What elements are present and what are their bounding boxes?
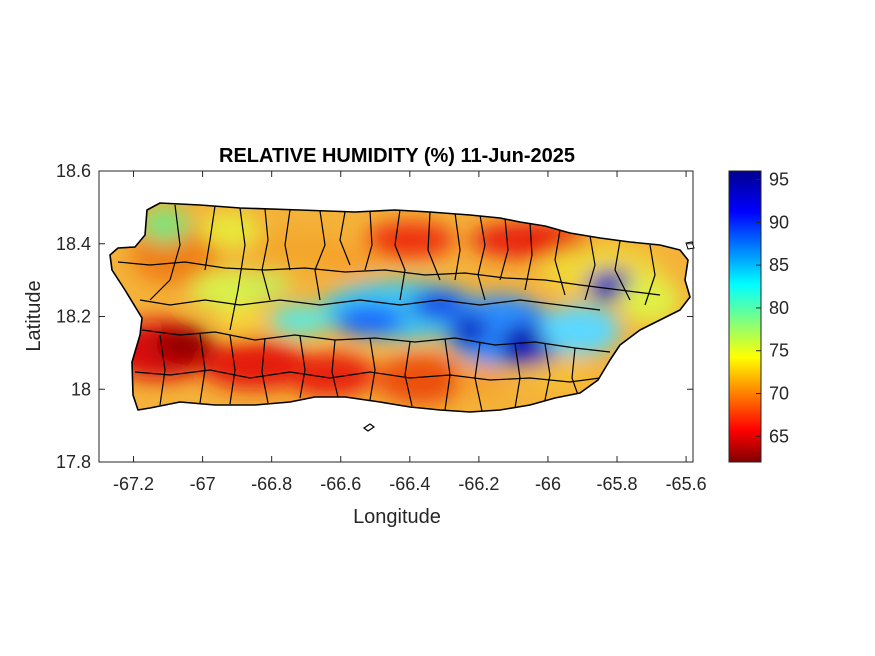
y-axis: 18.6 18.4 18.2 18 17.8 <box>56 161 693 472</box>
x-tick-label: -65.8 <box>597 474 638 494</box>
y-tick-label: 18.2 <box>56 307 91 327</box>
y-tick-label: 18.4 <box>56 234 91 254</box>
y-axis-label: Latitude <box>23 280 45 351</box>
x-tick-label: -66.2 <box>458 474 499 494</box>
y-tick-label: 18.6 <box>56 161 91 181</box>
colorbar-tick-label: 90 <box>769 212 789 232</box>
vieques-fragment <box>685 241 695 250</box>
y-tick-label: 17.8 <box>56 452 91 472</box>
x-axis: -67.2 -67 -66.8 -66.6 -66.4 -66.2 -66 -65.8 -65.… <box>113 171 707 494</box>
x-tick-label: -67.2 <box>113 474 154 494</box>
colorbar-tick-label: 70 <box>769 384 789 404</box>
x-tick-label: -66.6 <box>320 474 361 494</box>
colorbar-tick-label: 80 <box>769 298 789 318</box>
x-tick-label: -65.6 <box>666 474 707 494</box>
x-tick-label: -66 <box>535 474 561 494</box>
colorbar-tick-label: 65 <box>769 426 789 446</box>
colorbar-tick-label: 95 <box>769 170 789 190</box>
colorbar <box>728 170 762 463</box>
x-tick-label: -66.8 <box>251 474 292 494</box>
x-axis-label: Longitude <box>353 506 441 528</box>
colorbar-tick-label: 75 <box>769 341 789 361</box>
x-tick-label: -66.4 <box>389 474 430 494</box>
municipality-boundaries <box>117 204 661 412</box>
colorbar-tick-label: 85 <box>769 255 789 275</box>
caja-de-muertos-island <box>362 423 376 432</box>
chart-title: RELATIVE HUMIDITY (%) 11-Jun-2025 <box>219 145 575 167</box>
y-tick-label: 18 <box>71 379 91 399</box>
humidity-field <box>110 203 690 412</box>
colorbar-ticks: 95 90 85 80 75 70 65 <box>756 170 789 446</box>
x-tick-label: -67 <box>190 474 216 494</box>
